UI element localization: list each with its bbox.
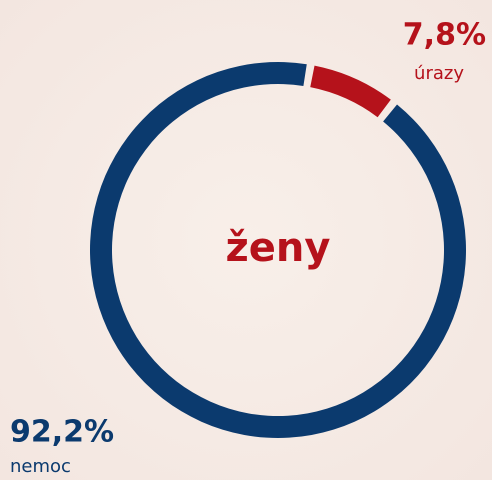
value-label: 92,2% bbox=[10, 415, 114, 450]
donut-segment bbox=[310, 65, 391, 118]
value-label: 7,8% bbox=[403, 18, 486, 53]
category-label: nemoc bbox=[10, 456, 71, 477]
category-label: úrazy bbox=[414, 63, 464, 84]
center-label: ženy bbox=[226, 225, 331, 271]
